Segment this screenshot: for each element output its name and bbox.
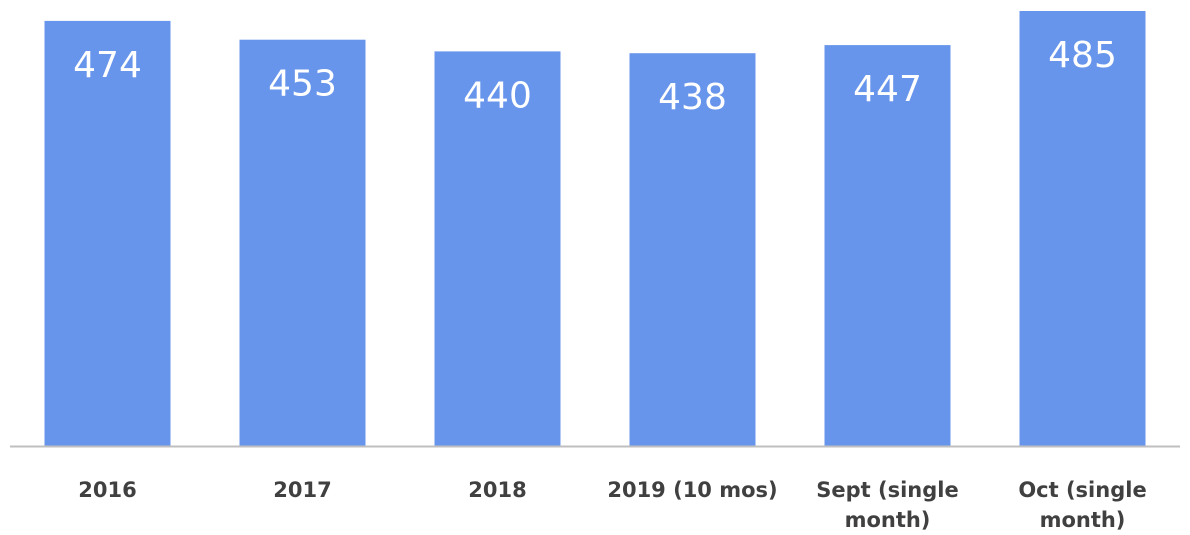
data-label: 485 bbox=[1048, 35, 1117, 76]
category-label-line: month) bbox=[1040, 508, 1126, 532]
category-label-line: 2018 bbox=[468, 478, 526, 502]
bars-group bbox=[44, 11, 1146, 447]
category-label-line: 2016 bbox=[78, 478, 136, 502]
data-label: 453 bbox=[268, 64, 337, 105]
data-label: 447 bbox=[853, 69, 922, 110]
data-label: 474 bbox=[73, 45, 142, 86]
category-labels-group: 2016 2017 2018 2019 (10 mos) Sept (single mon… bbox=[78, 478, 1146, 532]
data-label: 440 bbox=[463, 75, 532, 116]
category-label-line: Oct (single bbox=[1018, 478, 1146, 502]
category-label-line: 2019 (10 mos) bbox=[607, 478, 777, 502]
bar bbox=[824, 45, 951, 446]
category-label-line: 2017 bbox=[273, 478, 331, 502]
data-label: 438 bbox=[658, 77, 727, 118]
bar bbox=[239, 39, 366, 446]
category-label: 2018 bbox=[468, 478, 526, 502]
category-label: Oct (single month) bbox=[1018, 478, 1146, 532]
data-labels-group: 474 453 440 438 447 485 bbox=[73, 35, 1117, 118]
category-label-line: month) bbox=[845, 508, 931, 532]
category-label-line: Sept (single bbox=[816, 478, 958, 502]
bar bbox=[44, 20, 171, 447]
category-label: Sept (single month) bbox=[816, 478, 958, 532]
category-label: 2017 bbox=[273, 478, 331, 502]
bar bbox=[629, 53, 756, 446]
bar bbox=[434, 51, 561, 447]
bar bbox=[1019, 11, 1146, 446]
category-label: 2019 (10 mos) bbox=[607, 478, 777, 502]
category-label: 2016 bbox=[78, 478, 136, 502]
